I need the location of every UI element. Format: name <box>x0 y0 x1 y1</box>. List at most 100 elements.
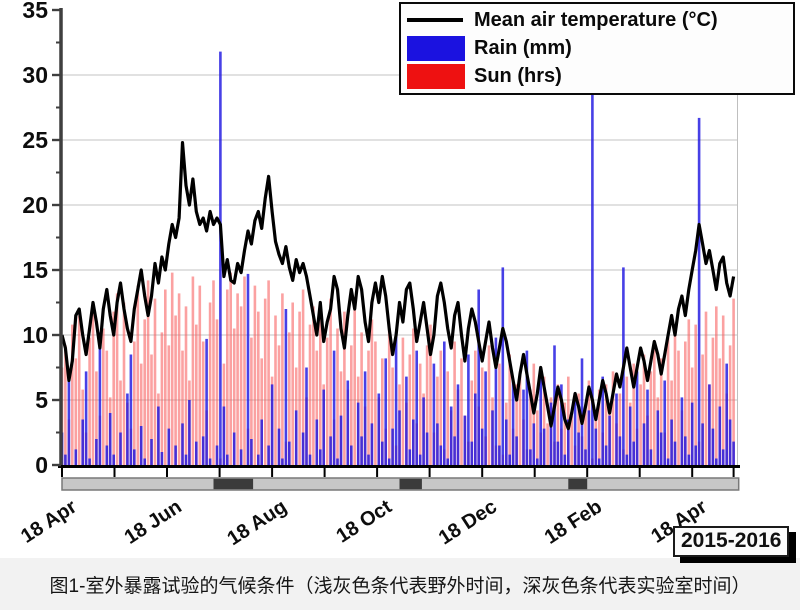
sun-bar <box>604 384 608 465</box>
sun-bar <box>301 289 305 465</box>
sun-bar <box>160 332 164 465</box>
rain-bar <box>391 428 394 465</box>
rain-bar <box>446 458 449 465</box>
rain-bar <box>356 402 360 465</box>
rain-bar <box>336 458 339 465</box>
rain-bar <box>656 410 660 465</box>
rain-bar <box>308 454 312 465</box>
sun-bar <box>446 371 449 465</box>
sun-bar <box>77 315 81 465</box>
figure-caption: 图1-室外暴露试验的气候条件（浅灰色条代表野外时间，深灰色条代表实验室时间） <box>0 558 800 610</box>
sun-bar <box>167 345 171 465</box>
sun-bar <box>425 345 429 465</box>
rain-bar <box>718 406 722 465</box>
sun-bar <box>350 345 353 465</box>
rain-bar <box>339 415 343 465</box>
rain-bar <box>267 445 270 465</box>
legend-label-rain: Rain (mm) <box>474 37 572 59</box>
rain-bar <box>319 449 322 465</box>
x-tick-label: 18 Feb <box>541 496 606 549</box>
sun-bar <box>236 293 239 465</box>
rain-bar <box>370 423 374 465</box>
rain-bar <box>188 400 191 465</box>
rain-bar <box>508 454 511 465</box>
rain-bar <box>250 439 253 465</box>
rain-bar <box>584 449 587 465</box>
sun-bar <box>487 345 491 465</box>
rain-bar <box>480 428 484 465</box>
sun-bar <box>480 367 484 465</box>
rain-bar <box>184 454 188 465</box>
sun-bar <box>319 319 322 465</box>
rain-bar <box>64 454 67 465</box>
rain-bar <box>294 410 298 465</box>
sun-bar <box>263 298 267 465</box>
rain-bar <box>157 406 160 465</box>
sun-bar <box>191 276 195 465</box>
sun-bar <box>226 289 229 465</box>
rain-bar <box>604 445 608 465</box>
rain-bar <box>522 389 525 465</box>
sun-bar <box>232 328 236 465</box>
rain-bar <box>591 94 594 465</box>
rain-bar <box>377 393 381 465</box>
sun-bar <box>570 415 573 465</box>
sun-bar <box>312 306 315 465</box>
sun-bar <box>418 363 422 465</box>
sun-bar <box>673 328 677 465</box>
rain-bar <box>281 458 284 465</box>
rain-bar <box>418 454 422 465</box>
rain-bar <box>67 380 71 465</box>
rain-bar <box>642 423 646 465</box>
sun-bar <box>136 285 140 465</box>
sun-bar <box>243 276 246 465</box>
rain-bar <box>332 350 336 465</box>
sun-bar <box>412 328 415 465</box>
climate-chart-canvas: 0 5 10 15 20 25 30 35 18 Apr 18 Jun 18 Aug 18 Oct 18… <box>17 0 740 550</box>
rain-bar <box>143 458 146 465</box>
sun-bar <box>701 354 704 465</box>
rain-bar <box>257 454 260 465</box>
sun-bar <box>239 306 243 465</box>
sun-bar <box>508 354 511 465</box>
sun-bar <box>439 350 443 465</box>
sun-bar <box>133 341 136 465</box>
rain-bar <box>618 436 622 465</box>
rain-bar <box>305 367 308 465</box>
sun-bar <box>387 324 391 465</box>
rain-bar <box>673 441 677 465</box>
sun-bar <box>518 371 522 465</box>
rain-bar <box>484 371 487 465</box>
sun-bar <box>370 319 374 465</box>
legend-label-temperature: Mean air temperature (°C) <box>474 9 718 31</box>
rain-bar <box>432 363 436 465</box>
rain-bar <box>350 445 353 465</box>
sun-bar <box>542 376 546 465</box>
rain-bar <box>649 449 653 465</box>
rain-bar <box>270 384 274 465</box>
sun-bar <box>170 272 174 465</box>
rain-bar <box>222 406 226 465</box>
sun-bar <box>536 410 539 465</box>
sun-bar <box>253 285 257 465</box>
sun-bar <box>181 350 184 465</box>
sun-bar <box>556 384 560 465</box>
sun-bar <box>639 384 642 465</box>
x-tick-label: 18 Apr <box>17 496 81 548</box>
sun-bar <box>315 350 319 465</box>
sun-bar <box>460 358 463 465</box>
rain-bar <box>532 423 536 465</box>
sun-bar <box>325 337 329 465</box>
rain-bar <box>398 410 401 465</box>
sun-bar <box>174 315 177 465</box>
rain-bar <box>98 332 102 465</box>
sun-bar <box>95 371 98 465</box>
rain-bar <box>542 428 546 465</box>
rain-bar <box>632 441 635 465</box>
rain-bar <box>501 267 505 465</box>
x-tick-label: 18 Dec <box>435 496 501 550</box>
rain-bar <box>315 419 319 465</box>
y-tick-label: 25 <box>22 127 48 153</box>
rain-bar <box>412 419 415 465</box>
rain-bar <box>84 371 88 465</box>
